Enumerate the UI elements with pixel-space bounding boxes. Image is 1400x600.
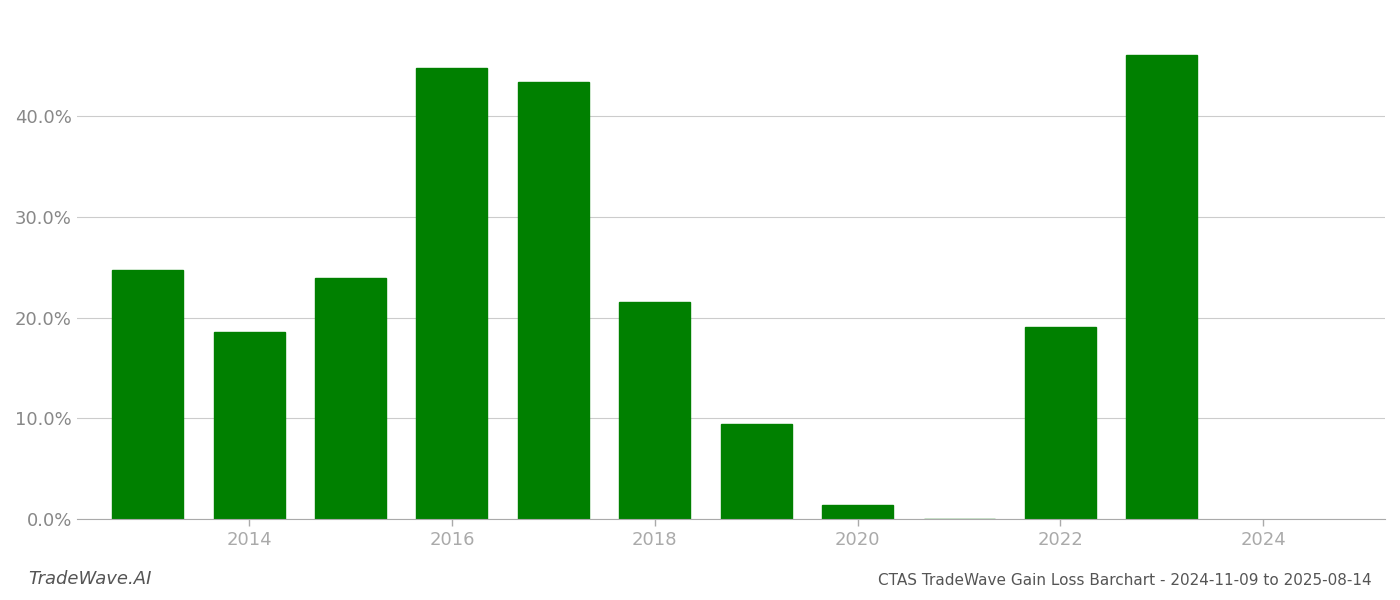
Bar <box>416 68 487 519</box>
Bar <box>518 82 589 519</box>
Bar <box>1127 55 1197 519</box>
Bar <box>112 270 183 519</box>
Text: CTAS TradeWave Gain Loss Barchart - 2024-11-09 to 2025-08-14: CTAS TradeWave Gain Loss Barchart - 2024… <box>878 573 1372 588</box>
Bar <box>214 332 284 519</box>
Bar <box>1025 326 1096 519</box>
Text: TradeWave.AI: TradeWave.AI <box>28 570 151 588</box>
Bar <box>315 278 386 519</box>
Bar <box>822 505 893 519</box>
Bar <box>721 424 792 519</box>
Bar <box>619 302 690 519</box>
